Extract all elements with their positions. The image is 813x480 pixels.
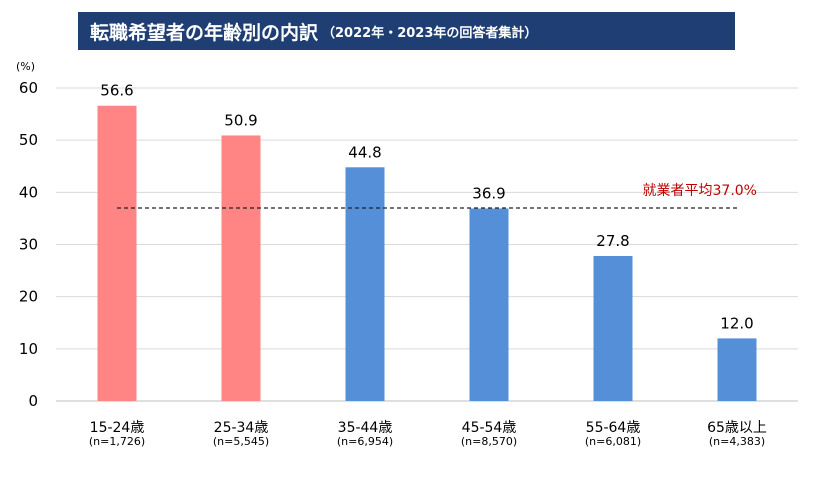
bars — [97, 105, 757, 401]
bar-value-label: 56.6 — [100, 82, 133, 100]
x-category-label: 45-54歳 — [462, 420, 517, 436]
x-category-label: 65歳以上 — [707, 420, 767, 436]
bar-value-label: 27.8 — [596, 232, 629, 250]
y-tick-label: 60 — [19, 79, 38, 97]
bar-value-label: 36.9 — [472, 185, 505, 203]
reference-line-group: 就業者平均37.0% — [117, 183, 757, 209]
x-sample-size-label: (n=6,954) — [337, 435, 393, 448]
y-tick-label: 50 — [19, 131, 38, 149]
y-axis: (%) 0 10 20 30 40 50 60 — [16, 60, 38, 410]
y-tick-label: 20 — [19, 288, 38, 306]
x-sample-size-label: (n=8,570) — [461, 435, 517, 448]
y-tick-label: 30 — [19, 236, 38, 254]
x-axis: 15-24歳(n=1,726)25-34歳(n=5,545)35-44歳(n=6… — [89, 420, 767, 448]
x-category-label: 25-34歳 — [214, 420, 269, 436]
x-category-label: 55-64歳 — [586, 420, 641, 436]
y-tick-label: 40 — [19, 183, 38, 201]
chart-subtitle: （2022年・2023年の回答者集計） — [322, 25, 538, 41]
bar-value-label: 12.0 — [720, 314, 753, 332]
chart-title: 転職希望者の年齢別の内訳 — [90, 21, 319, 44]
bar-value-label: 44.8 — [348, 143, 381, 161]
x-category-label: 15-24歳 — [90, 420, 145, 436]
y-tick-label: 10 — [19, 340, 38, 358]
x-sample-size-label: (n=1,726) — [89, 435, 145, 448]
gridlines — [56, 87, 798, 402]
data-labels: 56.6 50.9 44.8 36.9 27.8 12.0 — [100, 82, 753, 333]
average-reference-label: 就業者平均37.0% — [643, 183, 757, 199]
x-sample-size-label: (n=4,383) — [709, 435, 765, 448]
bar-value-label: 50.9 — [224, 111, 257, 129]
y-axis-unit: (%) — [16, 60, 35, 73]
bar — [345, 167, 385, 401]
bar — [469, 208, 509, 401]
x-category-label: 35-44歳 — [338, 420, 393, 436]
bar — [221, 135, 261, 401]
bar — [717, 338, 757, 401]
x-sample-size-label: (n=5,545) — [213, 435, 269, 448]
y-tick-label: 0 — [28, 392, 38, 410]
bar — [593, 255, 633, 401]
x-sample-size-label: (n=6,081) — [585, 435, 641, 448]
chart-title-bar: 転職希望者の年齢別の内訳 （2022年・2023年の回答者集計） — [78, 12, 735, 50]
bar — [97, 105, 137, 401]
